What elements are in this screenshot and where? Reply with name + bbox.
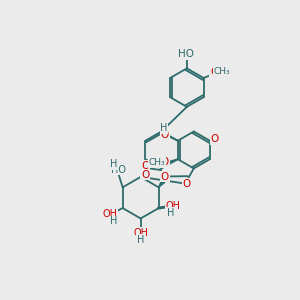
- Text: H: H: [160, 123, 168, 134]
- Text: OH: OH: [166, 201, 181, 211]
- Text: OH: OH: [133, 228, 148, 238]
- Text: O: O: [161, 172, 169, 182]
- Text: H: H: [137, 235, 144, 245]
- Text: O: O: [210, 134, 218, 144]
- Text: O: O: [141, 161, 149, 171]
- Text: CH₃: CH₃: [149, 158, 165, 167]
- Text: H: H: [110, 159, 117, 169]
- Text: O: O: [160, 157, 169, 167]
- Text: O: O: [210, 67, 218, 77]
- Text: HO: HO: [111, 165, 126, 175]
- Text: O: O: [183, 179, 191, 189]
- Text: O: O: [160, 130, 169, 140]
- Polygon shape: [159, 180, 165, 187]
- Text: O: O: [141, 169, 149, 180]
- Text: H: H: [167, 208, 174, 218]
- Text: OH: OH: [102, 209, 117, 219]
- Text: CH₃: CH₃: [214, 67, 230, 76]
- Text: HO: HO: [178, 50, 194, 59]
- Text: H: H: [110, 216, 117, 226]
